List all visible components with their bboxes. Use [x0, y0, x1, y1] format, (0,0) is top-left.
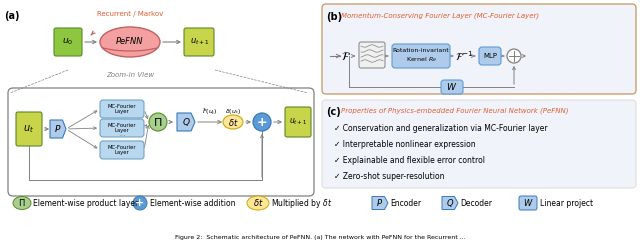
Text: Decoder: Decoder: [460, 198, 492, 208]
FancyBboxPatch shape: [54, 28, 82, 56]
Text: ✓ Conservation and generalization via MC-Fourier layer: ✓ Conservation and generalization via MC…: [334, 124, 548, 133]
Text: $\Pi$: $\Pi$: [19, 197, 26, 209]
Text: Recurrent / Markov: Recurrent / Markov: [97, 11, 163, 17]
FancyBboxPatch shape: [519, 196, 537, 210]
Ellipse shape: [247, 196, 269, 210]
Text: $\hat{F}(u_t)$: $\hat{F}(u_t)$: [202, 107, 218, 117]
Text: MC-Fourier
Layer: MC-Fourier Layer: [108, 145, 136, 155]
Text: PeFNN: PeFNN: [116, 37, 144, 47]
Polygon shape: [372, 196, 388, 210]
Text: $Q$: $Q$: [446, 197, 454, 209]
Text: $\mathcal{F}^{-1}$: $\mathcal{F}^{-1}$: [454, 49, 474, 63]
Text: Zoom-in View: Zoom-in View: [106, 72, 154, 78]
Text: $\delta(u_t)$: $\delta(u_t)$: [225, 107, 241, 117]
Text: ...: ...: [118, 128, 126, 137]
Text: $u_0$: $u_0$: [62, 37, 74, 47]
Ellipse shape: [223, 115, 243, 129]
FancyBboxPatch shape: [441, 80, 463, 94]
Text: $\mathcal{F}$: $\mathcal{F}$: [341, 50, 351, 62]
Polygon shape: [177, 113, 195, 131]
FancyBboxPatch shape: [479, 47, 501, 65]
Text: $P$: $P$: [54, 124, 61, 134]
Text: Multiplied by $\delta t$: Multiplied by $\delta t$: [271, 196, 332, 210]
Text: Encoder: Encoder: [390, 198, 421, 208]
Text: $u_t$: $u_t$: [24, 123, 35, 135]
FancyBboxPatch shape: [100, 141, 144, 159]
Text: Element-wise addition: Element-wise addition: [150, 198, 236, 208]
Text: $\Pi$: $\Pi$: [154, 116, 163, 128]
FancyBboxPatch shape: [359, 42, 385, 68]
Text: $\delta t$: $\delta t$: [228, 117, 238, 127]
Ellipse shape: [149, 113, 167, 131]
FancyBboxPatch shape: [322, 4, 636, 94]
Text: $W$: $W$: [447, 82, 458, 93]
FancyBboxPatch shape: [322, 100, 636, 188]
Ellipse shape: [13, 196, 31, 210]
Text: (c): (c): [326, 107, 340, 117]
FancyBboxPatch shape: [100, 100, 144, 118]
Text: $\delta t$: $\delta t$: [253, 197, 263, 209]
FancyBboxPatch shape: [100, 119, 144, 137]
Text: +: +: [136, 198, 145, 209]
Text: ✓ Interpretable nonlinear expression: ✓ Interpretable nonlinear expression: [334, 140, 476, 149]
Polygon shape: [442, 196, 458, 210]
Text: MC-Fourier
Layer: MC-Fourier Layer: [108, 104, 136, 114]
Text: $Q$: $Q$: [182, 116, 190, 128]
Text: Linear project: Linear project: [540, 198, 593, 208]
Text: $P$: $P$: [376, 197, 383, 209]
FancyBboxPatch shape: [285, 107, 311, 137]
Text: MC-Fourier
Layer: MC-Fourier Layer: [108, 123, 136, 133]
Circle shape: [253, 113, 271, 131]
Circle shape: [133, 196, 147, 210]
Text: Figure 2:  Schematic architecture of PeFNN. (a) The network with PeFNN for the R: Figure 2: Schematic architecture of PeFN…: [175, 236, 465, 241]
Text: MLP: MLP: [483, 53, 497, 59]
Text: Element-wise product layer: Element-wise product layer: [33, 198, 138, 208]
FancyBboxPatch shape: [184, 28, 214, 56]
Text: +: +: [257, 116, 268, 129]
FancyBboxPatch shape: [8, 88, 314, 196]
Text: $u_{t+1}$: $u_{t+1}$: [190, 37, 210, 47]
Polygon shape: [50, 120, 66, 138]
Text: ✓ Explainable and flexible error control: ✓ Explainable and flexible error control: [334, 156, 485, 165]
Circle shape: [507, 49, 521, 63]
FancyBboxPatch shape: [16, 112, 42, 146]
Text: Momentum-Conserving Fourier Layer (MC-Fourier Layer): Momentum-Conserving Fourier Layer (MC-Fo…: [341, 12, 539, 19]
Text: $u_{t+1}$: $u_{t+1}$: [289, 117, 307, 127]
Text: Properties of Physics-embedded Fourier Neural Network (PeFNN): Properties of Physics-embedded Fourier N…: [341, 107, 568, 114]
Text: Rotation-invariant
Kernel $R_\theta$: Rotation-invariant Kernel $R_\theta$: [392, 48, 449, 63]
FancyBboxPatch shape: [392, 44, 450, 68]
Ellipse shape: [100, 27, 160, 57]
Text: (a): (a): [4, 11, 19, 21]
Text: $W$: $W$: [523, 197, 533, 209]
Text: (b): (b): [326, 12, 342, 22]
Text: ✓ Zero-shot super-resolution: ✓ Zero-shot super-resolution: [334, 172, 445, 181]
